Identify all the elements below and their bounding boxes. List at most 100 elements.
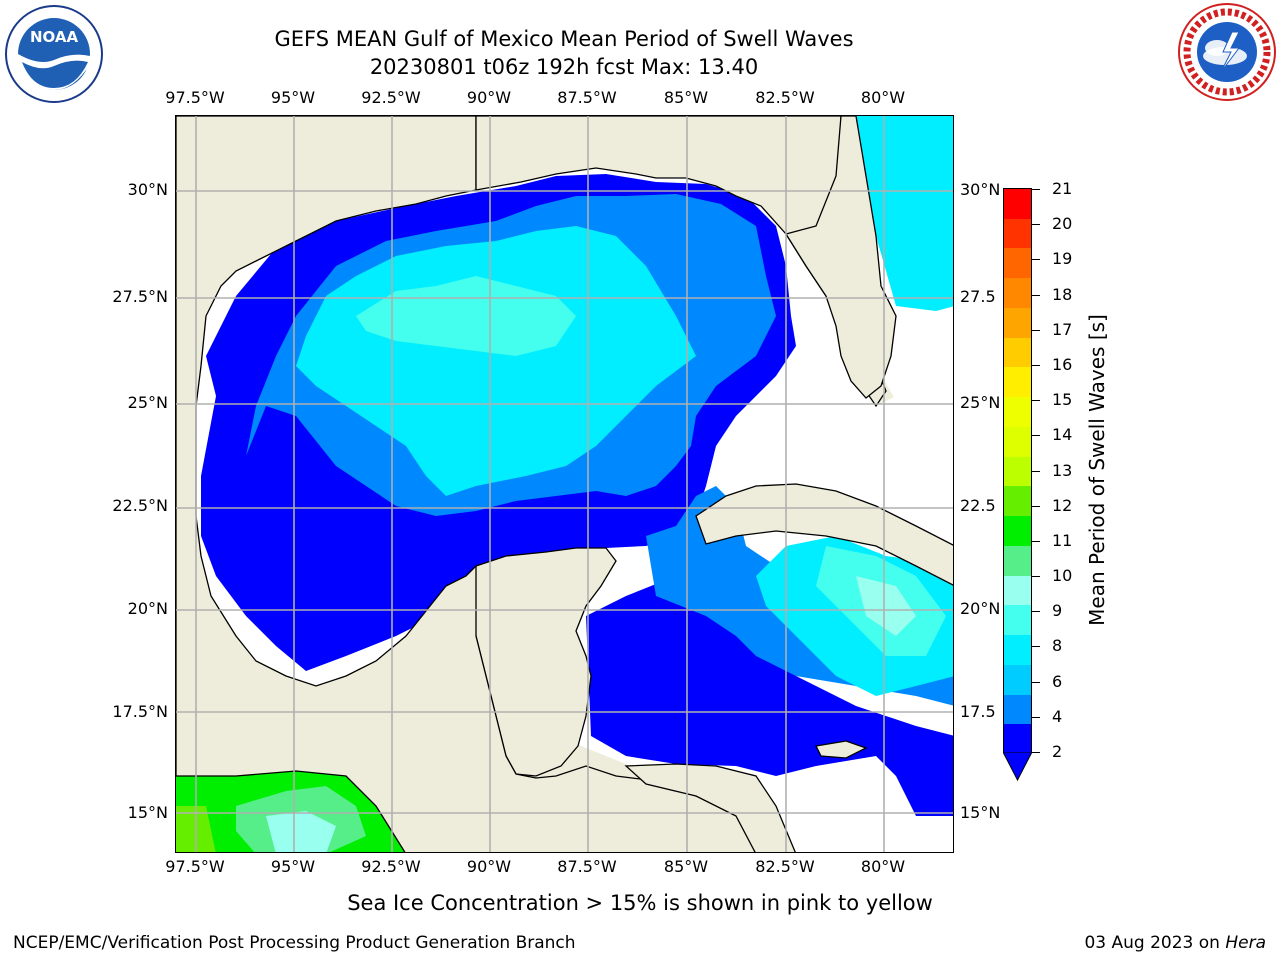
lat-label-left: 25°N	[127, 393, 168, 412]
lon-label-bottom: 80°W	[860, 857, 906, 876]
map-gridlines	[176, 116, 953, 852]
colorbar-tick	[1032, 576, 1040, 578]
lat-label-left: 27.5°N	[112, 287, 168, 306]
colorbar-tick	[1032, 540, 1040, 542]
colorbar-tick-label: 9	[1052, 601, 1063, 621]
colorbar-segment	[1004, 367, 1031, 398]
svg-text:NOAA: NOAA	[30, 28, 79, 46]
lon-label-top: 97.5°W	[165, 88, 225, 107]
honduras-coast	[624, 763, 796, 852]
lon-label-bottom: 92.5°W	[361, 857, 421, 876]
colorbar-segment	[1004, 516, 1031, 547]
sea-ice-note: Sea Ice Concentration > 15% is shown in …	[347, 891, 933, 915]
colorbar-segment	[1004, 218, 1031, 249]
colorbar-segment	[1004, 724, 1031, 755]
colorbar-tick-label: 12	[1052, 495, 1073, 515]
lat-label-right: 25°N	[960, 393, 1001, 412]
chart-title: GEFS MEAN Gulf of Mexico Mean Period of …	[274, 27, 854, 51]
lon-label-top: 80°W	[860, 88, 906, 107]
lon-label-top: 82.5°W	[755, 88, 815, 107]
colorbar-segment	[1004, 575, 1031, 606]
colorbar-tick	[1032, 329, 1040, 331]
lon-label-top: 92.5°W	[361, 88, 421, 107]
colorbar-tick-label: 15	[1052, 390, 1073, 410]
colorbar	[1003, 188, 1032, 755]
lat-label-left: 17.5°N	[112, 702, 168, 721]
colorbar-tick	[1032, 364, 1040, 366]
colorbar-tick	[1032, 224, 1040, 226]
chart-subtitle: 20230801 t06z 192h fcst Max: 13.40	[369, 55, 759, 79]
footer-date: 03 Aug 2023 on Hera	[1084, 933, 1266, 953]
colorbar-segment	[1004, 635, 1031, 666]
colorbar-tick	[1032, 716, 1040, 718]
colorbar-tick-label: 18	[1052, 284, 1073, 304]
colorbar-tick-label: 10	[1052, 566, 1073, 586]
colorbar-tick-label: 14	[1052, 425, 1073, 445]
lat-label-right: 22.5	[960, 496, 996, 515]
colorbar-tick-label: 8	[1052, 636, 1063, 656]
footer-host: Hera	[1225, 933, 1266, 953]
swell-field-8-9	[356, 276, 576, 356]
colorbar-tick	[1032, 435, 1040, 437]
cuba	[695, 483, 953, 586]
lon-label-top: 90°W	[466, 88, 512, 107]
colorbar-segment	[1004, 307, 1031, 339]
colorbar-tick	[1032, 470, 1040, 472]
colorbar-tick-label: 17	[1052, 319, 1073, 339]
lon-label-bottom: 95°W	[270, 857, 316, 876]
colorbar-tick-label: 4	[1052, 706, 1063, 726]
colorbar-segment	[1004, 397, 1031, 428]
lon-label-bottom: 85°W	[663, 857, 709, 876]
lon-label-top: 85°W	[663, 88, 709, 107]
colorbar-tick-label: 20	[1052, 214, 1073, 234]
lon-label-bottom: 97.5°W	[165, 857, 225, 876]
colorbar-tick	[1032, 259, 1040, 261]
colorbar-tick-label: 2	[1052, 742, 1063, 761]
nws-logo	[1178, 3, 1276, 101]
lon-label-bottom: 87.5°W	[557, 857, 617, 876]
colorbar-tick-label: 11	[1052, 530, 1073, 550]
lat-label-right: 15°N	[960, 803, 1001, 822]
map-panel	[175, 115, 954, 853]
colorbar-tick	[1032, 752, 1040, 753]
colorbar-segment	[1004, 664, 1031, 696]
lat-label-right: 17.5	[960, 702, 996, 721]
colorbar-segment	[1004, 456, 1031, 487]
colorbar-segment	[1004, 605, 1031, 636]
lon-label-bottom: 90°W	[466, 857, 512, 876]
colorbar-segment	[1004, 694, 1031, 725]
lon-label-top: 87.5°W	[557, 88, 617, 107]
lat-label-right: 20°N	[960, 599, 1001, 618]
colorbar-tick-label: 6	[1052, 671, 1063, 691]
lat-label-left: 20°N	[127, 599, 168, 618]
florida-peninsula	[784, 116, 897, 399]
colorbar-tick-label: 13	[1052, 460, 1073, 480]
colorbar-tick	[1032, 646, 1040, 648]
pacific-swell-field-8-9	[266, 811, 336, 852]
colorbar-extend-arrow	[1003, 752, 1032, 782]
colorbar-tick-label: 16	[1052, 354, 1073, 374]
lat-label-right: 30°N	[960, 180, 1001, 199]
colorbar-tick	[1032, 294, 1040, 296]
lon-label-bottom: 82.5°W	[755, 857, 815, 876]
colorbar-segment	[1004, 248, 1031, 279]
colorbar-tick-label: 19	[1052, 249, 1073, 269]
lon-label-top: 95°W	[270, 88, 316, 107]
lat-label-left: 22.5°N	[112, 496, 168, 515]
colorbar-segment	[1004, 426, 1031, 458]
colorbar-segment	[1004, 337, 1031, 368]
colorbar-title: Mean Period of Swell Waves [s]	[1085, 314, 1109, 626]
colorbar-tick	[1032, 400, 1040, 402]
colorbar-tick	[1032, 681, 1040, 683]
colorbar-segment	[1004, 545, 1031, 577]
footer-date-text: 03 Aug 2023 on	[1084, 933, 1226, 953]
colorbar-segment	[1004, 189, 1031, 220]
colorbar-segment	[1004, 278, 1031, 309]
footer-credit: NCEP/EMC/Verification Post Processing Pr…	[13, 933, 576, 953]
colorbar-tick	[1032, 189, 1040, 190]
noaa-logo: NOAA	[5, 5, 103, 103]
colorbar-segment	[1004, 486, 1031, 517]
colorbar-tick	[1032, 505, 1040, 507]
lat-label-right: 27.5	[960, 287, 996, 306]
swell-field-9	[856, 576, 916, 636]
